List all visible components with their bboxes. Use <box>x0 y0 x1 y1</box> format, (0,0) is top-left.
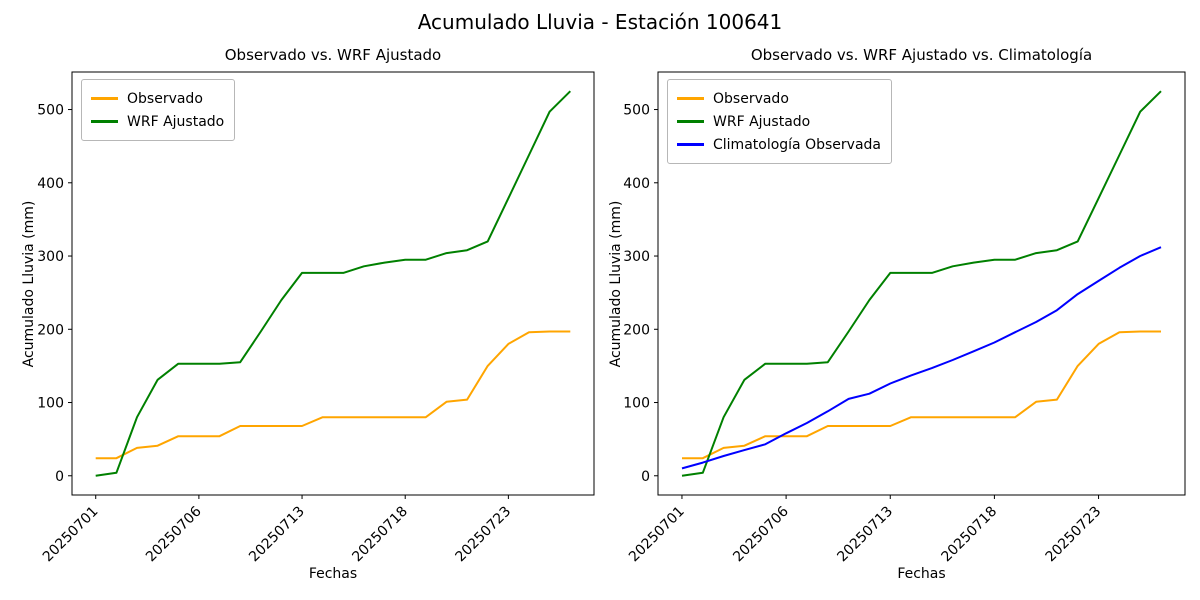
line-climatología-observada <box>681 246 1162 470</box>
legend-label: Observado <box>713 90 789 107</box>
x-tick-label: 20250701 <box>626 504 688 566</box>
y-tick-label: 0 <box>641 469 650 485</box>
wrf-line-swatch <box>677 120 704 123</box>
line-wrf-ajustado <box>681 90 1162 477</box>
legend-item: WRF Ajustado <box>91 110 224 133</box>
observado-line-swatch <box>91 97 118 100</box>
left-plot-xlabel: Fechas <box>308 566 358 582</box>
plot-0: 20250701 20250706 20250713 20250718 20250723… <box>37 71 595 566</box>
legend-item: Observado <box>91 87 224 110</box>
x-tick-label: 20250723 <box>452 504 514 566</box>
legend-label: WRF Ajustado <box>127 113 225 130</box>
x-tick-label: 20250706 <box>143 503 205 565</box>
x-tick-label: 20250723 <box>1043 504 1105 566</box>
right-plot-legend: Observado WRF Ajustado Climatología Obse… <box>667 79 892 164</box>
observado-line-swatch <box>677 97 704 100</box>
right-plot-title: Observado vs. WRF Ajustado vs. Climatolo… <box>750 46 1093 64</box>
y-tick-label: 500 <box>623 103 650 119</box>
legend-item: WRF Ajustado <box>677 110 881 133</box>
axes-spines <box>71 71 595 496</box>
right-plot-ylabel: Acumulado Lluvia (mm) <box>608 200 624 368</box>
x-tick-label: 20250718 <box>939 504 1001 566</box>
legend-item: Observado <box>677 87 881 110</box>
line-observado <box>95 330 571 460</box>
y-tick-label: 200 <box>37 322 64 338</box>
left-plot-ylabel: Acumulado Lluvia (mm) <box>21 200 37 368</box>
y-tick-label: 300 <box>37 249 64 265</box>
line-observado <box>682 330 1161 460</box>
legend-label: Observado <box>127 90 203 107</box>
x-tick-label: 20250713 <box>834 504 896 566</box>
line-wrf-ajustado <box>95 90 572 477</box>
y-tick-label: 200 <box>623 322 650 338</box>
figure-title: Acumulado Lluvia - Estación 100641 <box>417 10 783 34</box>
y-tick-label: 400 <box>37 176 64 192</box>
right-plot-xlabel: Fechas <box>897 566 946 582</box>
y-tick-label: 300 <box>623 249 650 265</box>
x-tick-label: 20250701 <box>40 504 102 566</box>
y-tick-label: 100 <box>37 396 64 412</box>
legend-label: Climatología Observada <box>713 136 881 153</box>
left-plot-title: Observado vs. WRF Ajustado <box>224 46 442 64</box>
y-tick-label: 0 <box>55 469 64 485</box>
left-plot-legend: Observado WRF Ajustado <box>81 79 236 141</box>
legend-item: Climatología Observada <box>677 133 881 156</box>
wrf-line-swatch <box>91 120 118 123</box>
y-tick-label: 500 <box>37 103 64 119</box>
legend-label: WRF Ajustado <box>713 113 811 130</box>
y-tick-label: 100 <box>623 396 650 412</box>
y-tick-label: 400 <box>623 176 650 192</box>
x-tick-label: 20250713 <box>246 504 308 566</box>
x-tick-label: 20250718 <box>349 504 411 566</box>
axes-spines <box>657 71 1186 496</box>
climatologia-line-swatch <box>677 143 704 146</box>
x-tick-label: 20250706 <box>730 503 792 565</box>
